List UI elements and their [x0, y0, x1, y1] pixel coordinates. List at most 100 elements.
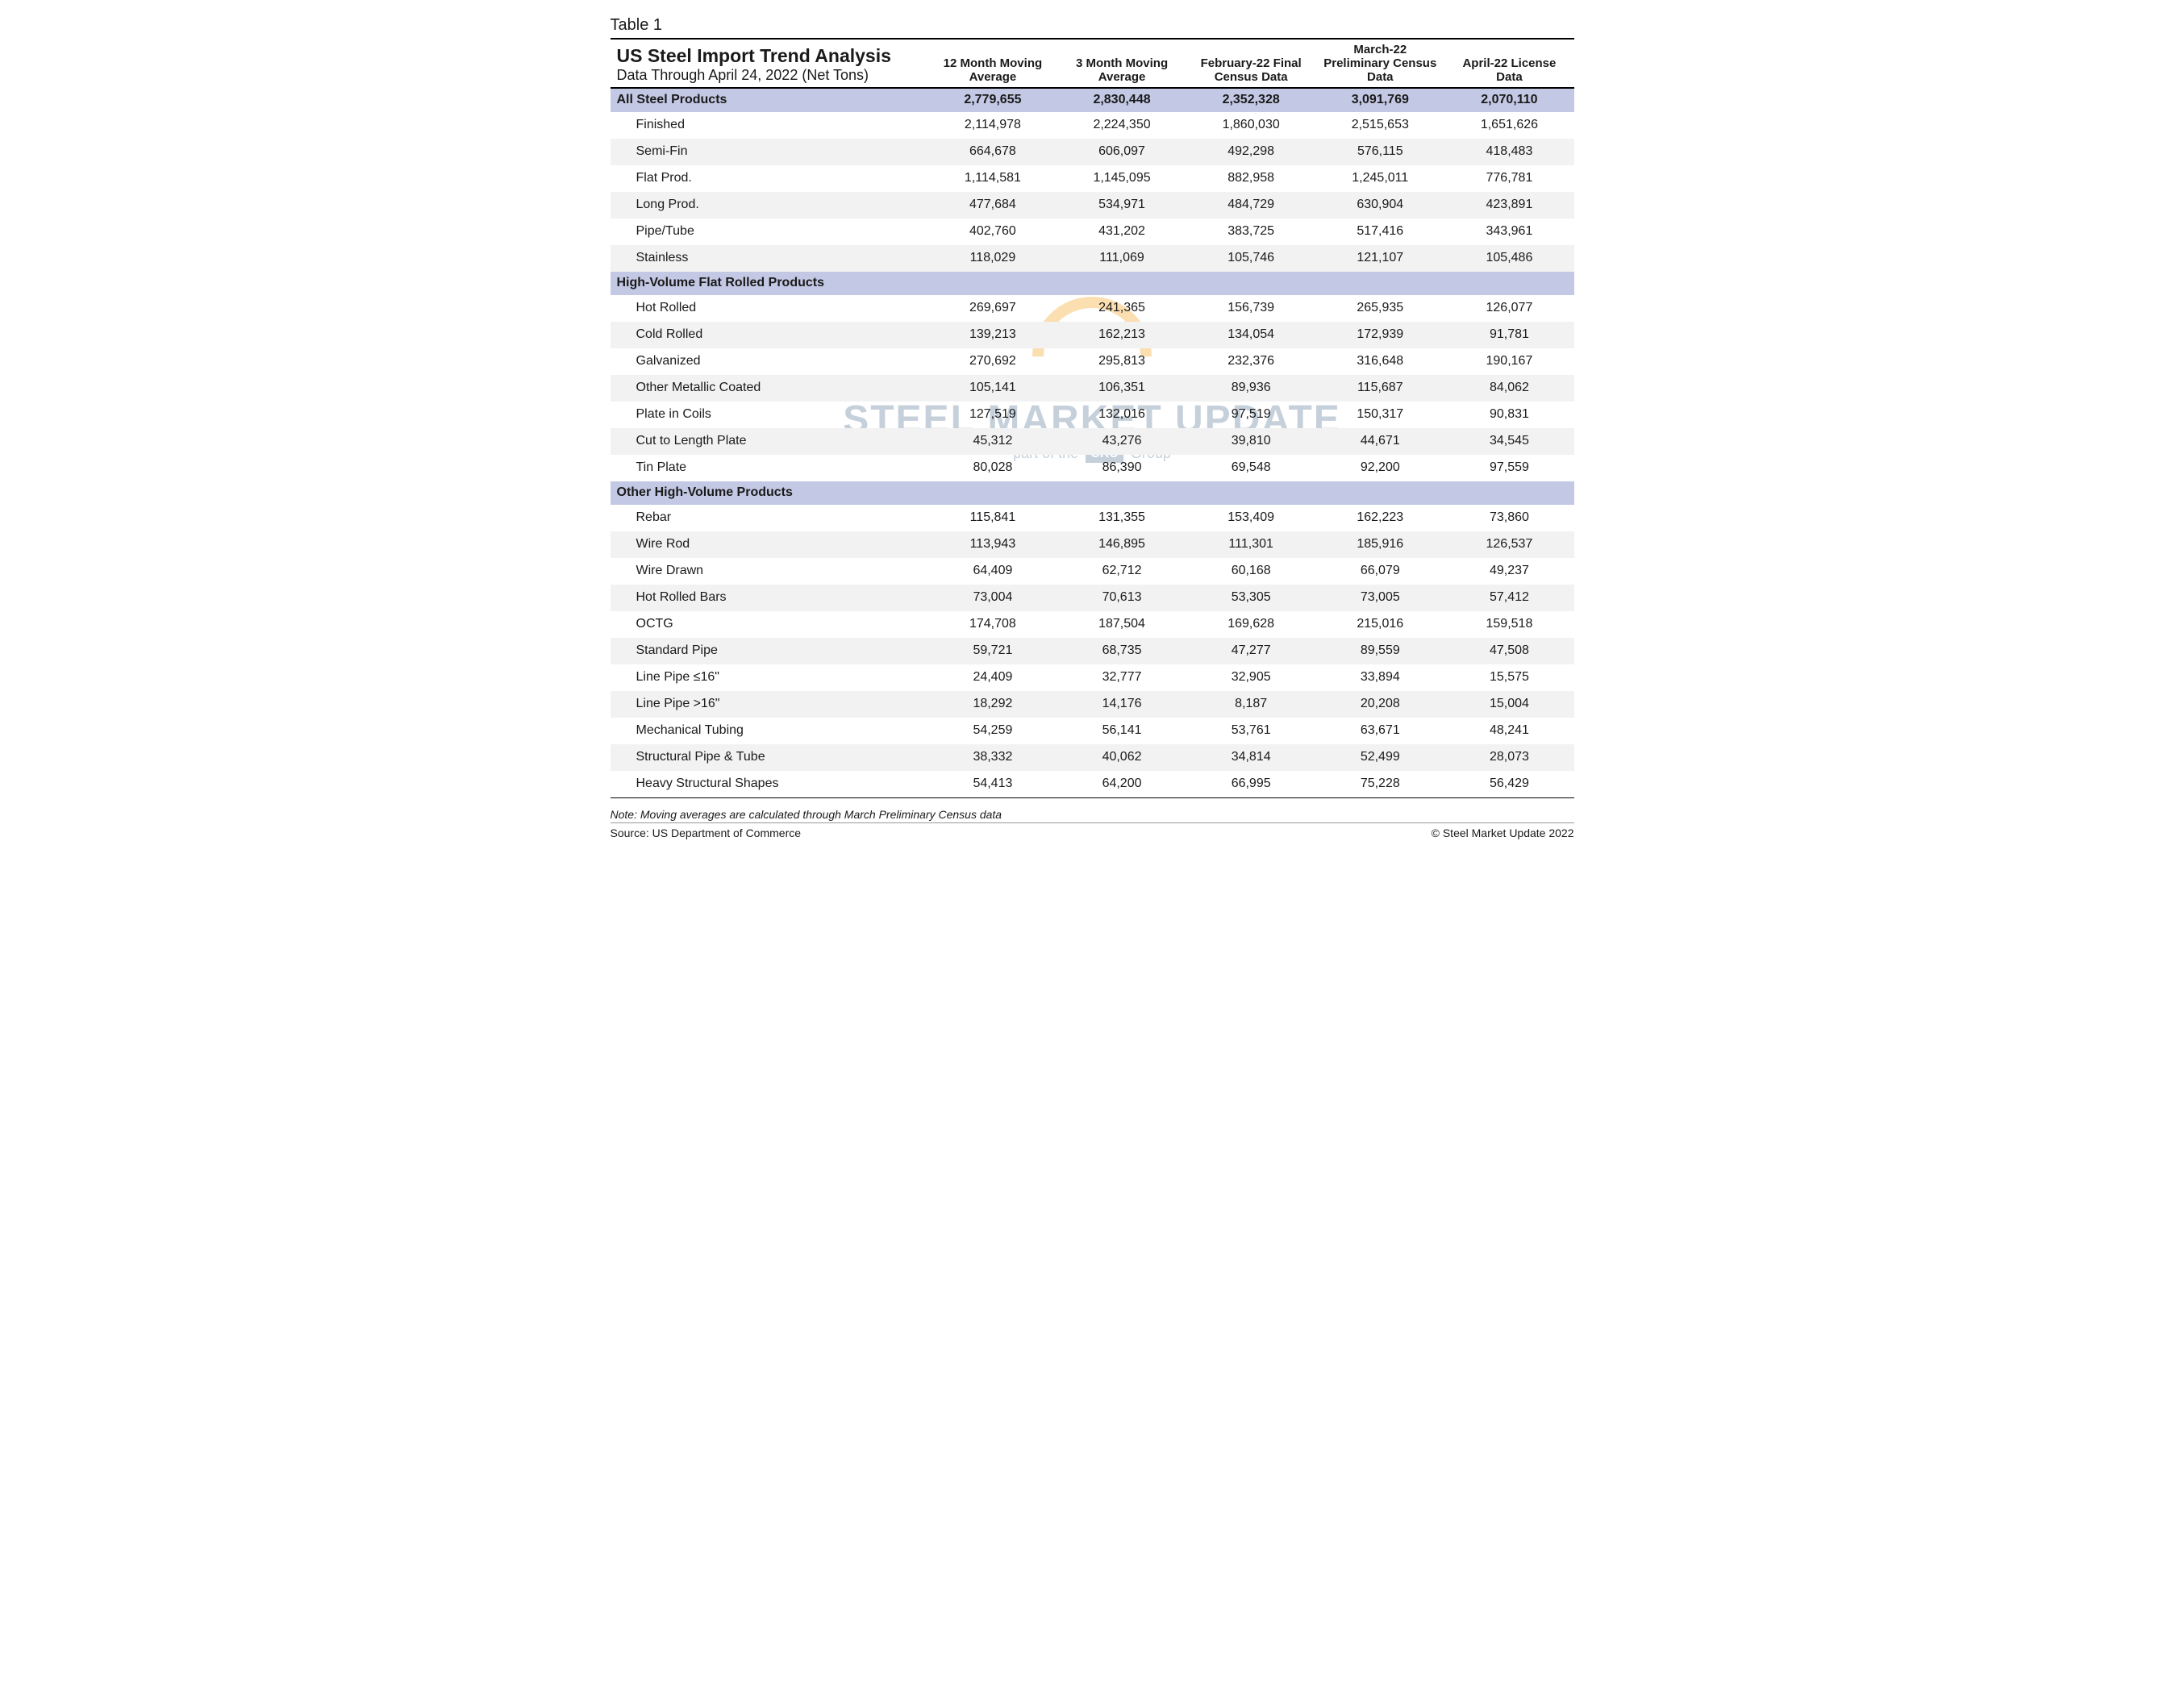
row-name: Rebar	[611, 505, 928, 531]
cell-value: 2,515,653	[1315, 112, 1444, 139]
table-row: Line Pipe ≤16"24,40932,77732,90533,89415…	[611, 664, 1574, 691]
row-name: Standard Pipe	[611, 638, 928, 664]
cell-value: 111,069	[1057, 245, 1186, 272]
cell-value: 111,301	[1186, 531, 1315, 558]
col-header: 12 Month Moving Average	[928, 39, 1057, 88]
section-total: 2,830,448	[1057, 88, 1186, 112]
cell-value: 121,107	[1315, 245, 1444, 272]
cell-value: 97,559	[1444, 455, 1573, 481]
col-header: February-22 Final Census Data	[1186, 39, 1315, 88]
cell-value: 343,961	[1444, 219, 1573, 245]
row-name: Hot Rolled	[611, 295, 928, 322]
row-name: Heavy Structural Shapes	[611, 771, 928, 797]
cell-value: 132,016	[1057, 402, 1186, 428]
cell-value: 232,376	[1186, 348, 1315, 375]
cell-value: 64,200	[1057, 771, 1186, 797]
cell-value: 89,559	[1315, 638, 1444, 664]
cell-value: 882,958	[1186, 165, 1315, 192]
cell-value: 91,781	[1444, 322, 1573, 348]
cell-value: 73,005	[1315, 585, 1444, 611]
table-row: Wire Rod113,943146,895111,301185,916126,…	[611, 531, 1574, 558]
cell-value: 45,312	[928, 428, 1057, 455]
cell-value: 80,028	[928, 455, 1057, 481]
cell-value: 402,760	[928, 219, 1057, 245]
cell-value: 1,145,095	[1057, 165, 1186, 192]
row-name: Cut to Length Plate	[611, 428, 928, 455]
section-header: High-Volume Flat Rolled Products	[611, 272, 1574, 295]
subtitle: Data Through April 24, 2022 (Net Tons)	[617, 67, 922, 84]
cell-value: 52,499	[1315, 744, 1444, 771]
cell-value: 92,200	[1315, 455, 1444, 481]
cell-value: 172,939	[1315, 322, 1444, 348]
cell-value: 34,545	[1444, 428, 1573, 455]
table-row: Stainless118,029111,069105,746121,107105…	[611, 245, 1574, 272]
footnote: Note: Moving averages are calculated thr…	[611, 797, 1574, 821]
cell-value: 8,187	[1186, 691, 1315, 718]
cell-value: 48,241	[1444, 718, 1573, 744]
row-name: Wire Rod	[611, 531, 928, 558]
col-header: March-22 Preliminary Census Data	[1315, 39, 1444, 88]
cell-value: 38,332	[928, 744, 1057, 771]
cell-value: 47,277	[1186, 638, 1315, 664]
table-label: Table 1	[611, 16, 1574, 38]
cell-value: 73,860	[1444, 505, 1573, 531]
cell-value: 534,971	[1057, 192, 1186, 219]
cell-value: 131,355	[1057, 505, 1186, 531]
cell-value: 69,548	[1186, 455, 1315, 481]
row-name: Pipe/Tube	[611, 219, 928, 245]
cell-value: 265,935	[1315, 295, 1444, 322]
section-title: Other High-Volume Products	[611, 481, 1574, 505]
table-row: Wire Drawn64,40962,71260,16866,07949,237	[611, 558, 1574, 585]
cell-value: 484,729	[1186, 192, 1315, 219]
section-header: All Steel Products2,779,6552,830,4482,35…	[611, 88, 1574, 112]
row-name: Other Metallic Coated	[611, 375, 928, 402]
cell-value: 664,678	[928, 139, 1057, 165]
table-row: Long Prod.477,684534,971484,729630,90442…	[611, 192, 1574, 219]
cell-value: 54,259	[928, 718, 1057, 744]
table-row: Rebar115,841131,355153,409162,22373,860	[611, 505, 1574, 531]
table-row: Mechanical Tubing54,25956,14153,76163,67…	[611, 718, 1574, 744]
cell-value: 1,860,030	[1186, 112, 1315, 139]
cell-value: 2,224,350	[1057, 112, 1186, 139]
cell-value: 162,213	[1057, 322, 1186, 348]
section-header: Other High-Volume Products	[611, 481, 1574, 505]
cell-value: 383,725	[1186, 219, 1315, 245]
cell-value: 576,115	[1315, 139, 1444, 165]
row-name: Galvanized	[611, 348, 928, 375]
row-name: Wire Drawn	[611, 558, 928, 585]
cell-value: 63,671	[1315, 718, 1444, 744]
cell-value: 39,810	[1186, 428, 1315, 455]
section-title: All Steel Products	[611, 88, 928, 112]
cell-value: 115,687	[1315, 375, 1444, 402]
cell-value: 15,004	[1444, 691, 1573, 718]
main-title: US Steel Import Trend Analysis	[617, 45, 922, 67]
cell-value: 139,213	[928, 322, 1057, 348]
cell-value: 106,351	[1057, 375, 1186, 402]
cell-value: 118,029	[928, 245, 1057, 272]
cell-value: 269,697	[928, 295, 1057, 322]
cell-value: 64,409	[928, 558, 1057, 585]
cell-value: 89,936	[1186, 375, 1315, 402]
cell-value: 492,298	[1186, 139, 1315, 165]
cell-value: 49,237	[1444, 558, 1573, 585]
cell-value: 295,813	[1057, 348, 1186, 375]
cell-value: 53,761	[1186, 718, 1315, 744]
cell-value: 53,305	[1186, 585, 1315, 611]
cell-value: 32,777	[1057, 664, 1186, 691]
table-row: Tin Plate80,02886,39069,54892,20097,559	[611, 455, 1574, 481]
section-title: High-Volume Flat Rolled Products	[611, 272, 1574, 295]
cell-value: 187,504	[1057, 611, 1186, 638]
table-row: OCTG174,708187,504169,628215,016159,518	[611, 611, 1574, 638]
cell-value: 56,429	[1444, 771, 1573, 797]
col-header: April-22 License Data	[1444, 39, 1573, 88]
footer-row: Source: US Department of Commerce © Stee…	[611, 822, 1574, 839]
cell-value: 34,814	[1186, 744, 1315, 771]
table-row: Standard Pipe59,72168,73547,27789,55947,…	[611, 638, 1574, 664]
cell-value: 126,077	[1444, 295, 1573, 322]
cell-value: 14,176	[1057, 691, 1186, 718]
cell-value: 146,895	[1057, 531, 1186, 558]
cell-value: 75,228	[1315, 771, 1444, 797]
cell-value: 270,692	[928, 348, 1057, 375]
cell-value: 517,416	[1315, 219, 1444, 245]
cell-value: 126,537	[1444, 531, 1573, 558]
